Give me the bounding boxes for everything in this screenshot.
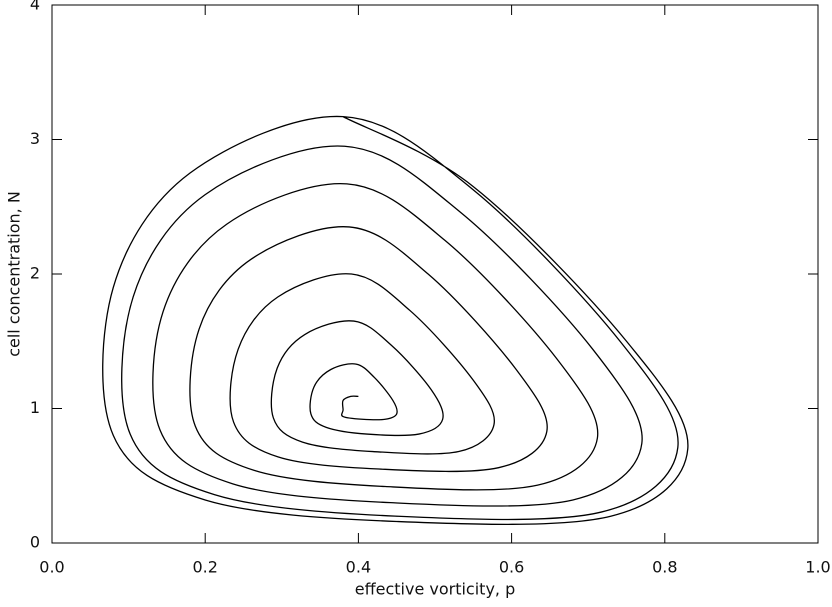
x-tick-label: 0.0 [39,558,64,577]
y-tick-label: 0 [30,533,40,552]
x-tick-label: 0.2 [192,558,217,577]
y-tick-label: 3 [30,129,40,148]
x-tick-label: 0.8 [652,558,677,577]
x-tick-label: 0.4 [346,558,371,577]
y-axis-label: cell concentration, N [5,191,24,357]
trajectory-line [102,115,689,525]
y-tick-label: 2 [30,264,40,283]
y-tick-label: 1 [30,398,40,417]
y-tick-label: 4 [30,0,40,14]
x-axis-label: effective vorticity, p [355,580,516,599]
plot-frame [51,4,819,544]
x-tick-label: 0.6 [499,558,524,577]
x-tick-label: 1.0 [805,558,830,577]
